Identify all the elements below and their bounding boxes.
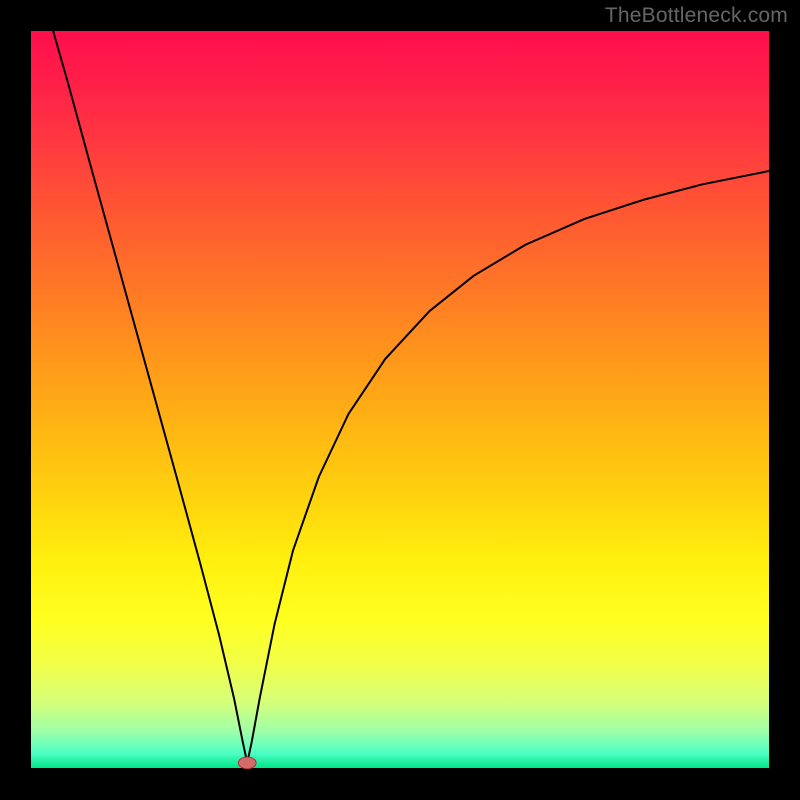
plot-area	[31, 31, 769, 768]
optimum-marker	[238, 757, 256, 769]
watermark-text: TheBottleneck.com	[605, 4, 788, 28]
chart-svg	[0, 0, 800, 800]
chart-canvas: TheBottleneck.com	[0, 0, 800, 800]
